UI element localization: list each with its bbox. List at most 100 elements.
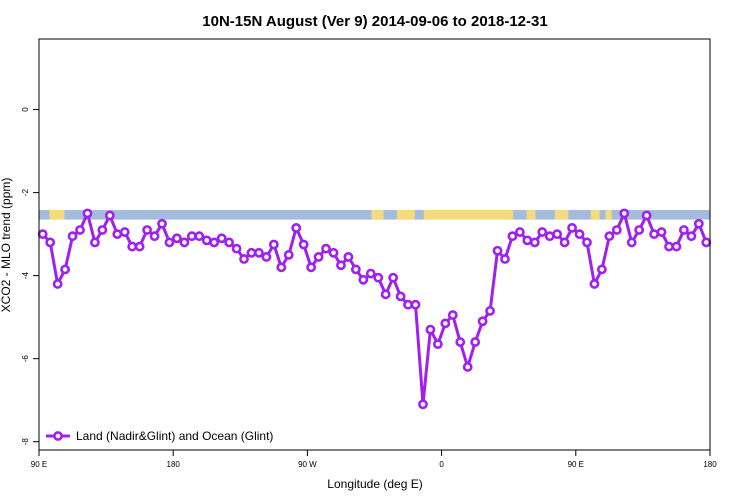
data-point bbox=[380, 289, 391, 300]
data-point bbox=[142, 225, 153, 235]
data-point bbox=[485, 306, 495, 316]
data-point bbox=[75, 225, 85, 235]
data-point bbox=[514, 227, 525, 237]
data-point bbox=[343, 252, 354, 262]
data-point bbox=[649, 229, 659, 240]
land-segment bbox=[396, 210, 415, 220]
data-point bbox=[239, 254, 249, 264]
data-point bbox=[268, 239, 279, 250]
y-tick-label: -2 bbox=[21, 189, 30, 197]
data-point bbox=[686, 231, 697, 242]
data-point bbox=[656, 227, 667, 237]
land-ocean-strip bbox=[39, 210, 710, 220]
land-segment bbox=[605, 210, 612, 220]
data-point bbox=[291, 222, 302, 233]
data-point bbox=[37, 229, 48, 240]
data-point bbox=[522, 235, 533, 246]
data-point bbox=[261, 252, 272, 262]
data-point bbox=[611, 225, 622, 235]
data-point bbox=[276, 262, 287, 273]
data-point bbox=[246, 247, 257, 258]
data-point bbox=[388, 272, 399, 283]
data-point bbox=[596, 264, 607, 275]
data-point bbox=[440, 318, 451, 329]
series-line-layer bbox=[41, 211, 708, 406]
series-point-layer bbox=[37, 208, 712, 410]
data-point bbox=[283, 249, 294, 260]
y-tick-label: -6 bbox=[21, 355, 30, 363]
data-point bbox=[455, 337, 466, 347]
y-tick-label: -4 bbox=[21, 272, 30, 280]
legend-label: Land (Nadir&Glint) and Ocean (Glint) bbox=[76, 429, 273, 443]
data-point bbox=[373, 272, 384, 283]
data-point bbox=[567, 222, 577, 233]
data-point bbox=[254, 247, 264, 258]
data-point bbox=[537, 227, 548, 237]
data-point bbox=[492, 245, 503, 256]
data-point bbox=[679, 225, 689, 235]
data-point bbox=[350, 264, 361, 275]
data-point bbox=[477, 316, 488, 327]
data-point bbox=[574, 229, 585, 240]
data-point bbox=[410, 299, 421, 310]
land-segment bbox=[423, 210, 514, 220]
data-point bbox=[559, 237, 570, 248]
data-point bbox=[619, 208, 630, 219]
data-point bbox=[224, 237, 235, 248]
data-point bbox=[425, 324, 436, 335]
x-axis-ticks: 90 E 180 90 W 0 90 E 180 bbox=[31, 450, 717, 469]
data-point bbox=[447, 310, 458, 320]
data-point bbox=[90, 237, 100, 248]
data-point bbox=[641, 210, 652, 221]
data-point bbox=[45, 237, 56, 248]
data-point bbox=[403, 299, 413, 310]
data-point bbox=[321, 243, 331, 254]
x-tick-label: 90 E bbox=[31, 460, 47, 469]
land-segment bbox=[554, 210, 569, 220]
data-point bbox=[552, 229, 563, 240]
data-point bbox=[172, 233, 182, 244]
data-point bbox=[626, 237, 637, 248]
data-point bbox=[313, 252, 324, 262]
land-segment bbox=[526, 210, 536, 220]
data-point bbox=[589, 279, 600, 289]
data-point bbox=[365, 268, 376, 279]
data-point bbox=[432, 339, 443, 350]
land-segment bbox=[371, 210, 384, 220]
data-point bbox=[582, 237, 592, 248]
data-point bbox=[164, 237, 175, 248]
data-point bbox=[529, 237, 540, 248]
data-point bbox=[395, 291, 406, 302]
data-point bbox=[157, 218, 167, 229]
y-axis-ticks: 0 -2 -4 -6 -8 bbox=[21, 107, 39, 445]
data-point bbox=[336, 260, 346, 271]
data-point bbox=[186, 231, 197, 242]
data-point bbox=[60, 264, 70, 275]
data-point bbox=[671, 241, 682, 252]
data-point bbox=[127, 241, 138, 252]
data-point bbox=[209, 237, 220, 248]
data-point bbox=[328, 247, 339, 258]
data-point bbox=[194, 231, 205, 242]
legend: Land (Nadir&Glint) and Ocean (Glint) bbox=[46, 429, 273, 443]
x-tick-label: 90 W bbox=[298, 460, 317, 469]
chart-title: 10N-15N August (Ver 9) 2014-09-06 to 201… bbox=[202, 13, 547, 30]
data-point bbox=[82, 208, 93, 219]
data-point bbox=[306, 262, 317, 273]
data-point bbox=[693, 218, 704, 229]
x-axis-label: Longitude (deg E) bbox=[327, 477, 422, 491]
plot-frame bbox=[38, 38, 711, 451]
data-point bbox=[701, 237, 712, 248]
data-point bbox=[119, 227, 130, 237]
data-point bbox=[544, 231, 555, 242]
land-segment bbox=[49, 210, 65, 220]
x-tick-label: 90 E bbox=[568, 460, 584, 469]
data-point bbox=[500, 254, 510, 264]
legend-point-marker bbox=[53, 431, 63, 441]
data-point bbox=[104, 210, 115, 221]
data-point bbox=[507, 231, 518, 242]
x-tick-label: 180 bbox=[703, 460, 717, 469]
data-point bbox=[216, 233, 227, 244]
data-point bbox=[201, 235, 212, 246]
